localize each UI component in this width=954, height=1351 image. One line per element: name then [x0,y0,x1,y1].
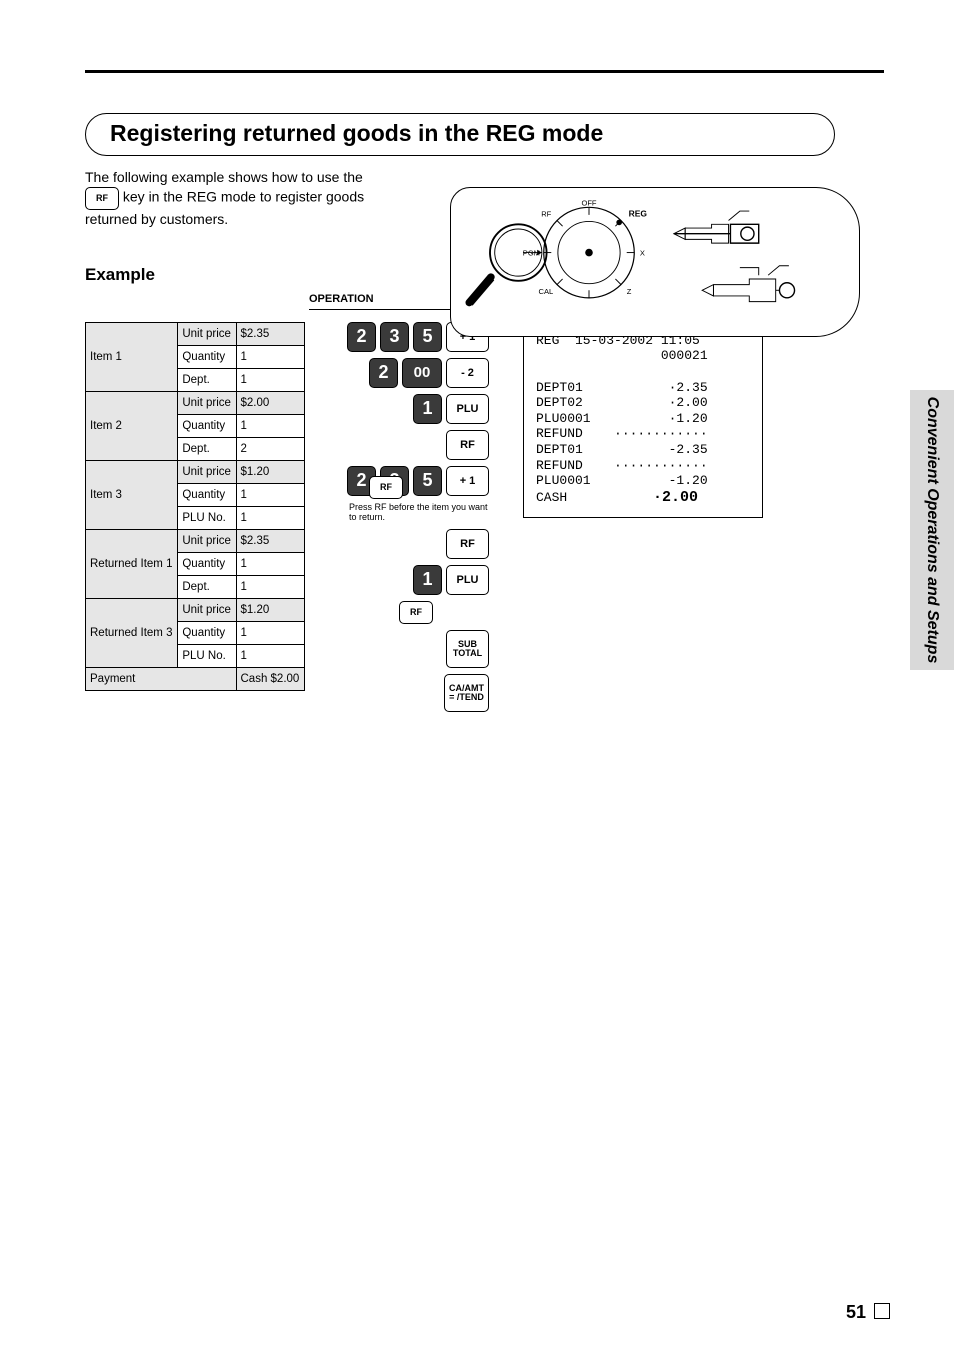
subtotal-key: SUB TOTAL [446,630,489,668]
cell-k: Quantity [178,345,236,368]
intro-text: The following example shows how to use t… [85,168,385,229]
svg-text:Z: Z [627,287,632,296]
cell-payment-v: Cash $2.00 [236,667,305,690]
cell-v: 1 [236,345,305,368]
cell-k: Unit price [178,322,236,345]
group-return3: Returned Item 3 [86,598,178,667]
page-marker-icon [874,1303,890,1319]
cell-k: Quantity [178,414,236,437]
cell-k: PLU No. [178,644,236,667]
receipt-line: PLU0001 -1.20 [536,473,708,488]
cell-v: 1 [236,368,305,391]
cell-v: $2.35 [236,529,305,552]
sample-data-table: Item 1 Unit price$2.35 Quantity1 Dept.1 … [85,322,305,691]
rf-key-inline: RF [85,187,119,210]
rf-key-small: RF [399,601,433,624]
cell-v: $2.00 [236,391,305,414]
receipt-line: DEPT01 -2.35 [536,442,708,457]
page-title: Registering returned goods in the REG mo… [85,113,835,156]
num-key: 5 [413,322,442,352]
svg-text:X: X [640,248,645,257]
page-number-value: 51 [846,1302,866,1322]
plu-key: PLU [446,565,489,595]
dept-key: + 1 [446,466,489,496]
cell-k: Quantity [178,552,236,575]
receipt-line: DEPT02 ·2.00 [536,395,708,410]
cell-v: $1.20 [236,460,305,483]
dept-key: - 2 [446,358,489,388]
group-item3: Item 3 [86,460,178,529]
receipt-line: REFUND ············ [536,426,708,441]
plu-key: PLU [446,394,489,424]
num-key: 1 [413,394,442,424]
svg-text:OFF: OFF [581,198,596,207]
num-key-00: 00 [402,358,442,388]
cell-k: Dept. [178,575,236,598]
cell-v: 2 [236,437,305,460]
svg-text:PGM: PGM [523,248,540,257]
group-item2: Item 2 [86,391,178,460]
cell-v: 1 [236,552,305,575]
cell-v: 1 [236,575,305,598]
cell-k: Unit price [178,529,236,552]
side-tab-label: Convenient Operations and Setups [923,397,941,664]
cell-k: Unit price [178,598,236,621]
num-key: 2 [347,322,376,352]
ca-amt-tend-key: CA/AMT = /TEND [444,674,489,712]
num-key: 2 [369,358,398,388]
rf-key-small: RF [369,476,403,499]
rf-key: RF [446,529,489,559]
svg-text:RF: RF [541,210,551,219]
cell-k: Unit price [178,460,236,483]
receipt-line: 000021 [536,348,708,363]
svg-text:CAL: CAL [539,287,554,296]
side-tab: Convenient Operations and Setups [910,390,954,670]
receipt-line: DEPT01 ·2.35 [536,380,708,395]
cell-v: 1 [236,483,305,506]
receipt-line: REFUND ············ [536,458,708,473]
receipt-total: ·2.00 [653,489,698,506]
note-text: Press RF before the item you want to ret… [349,502,489,522]
cell-k: Unit price [178,391,236,414]
top-rule [85,70,884,73]
cell-v: 1 [236,621,305,644]
receipt-line: PLU0001 ·1.20 [536,411,708,426]
cell-k: Dept. [178,368,236,391]
receipt-printout: REG 15-03-2002 11:05 000021 DEPT01 ·2.35… [523,322,763,518]
intro-part1: The following example shows how to use t… [85,169,363,185]
cell-k: Quantity [178,621,236,644]
cell-payment-k: Payment [86,667,237,690]
svg-text:REG: REG [629,209,648,219]
receipt-line: CASH [536,490,653,505]
cell-v: 1 [236,506,305,529]
cell-k: Dept. [178,437,236,460]
cell-v: $2.35 [236,322,305,345]
rf-key: RF [446,430,489,460]
group-item1: Item 1 [86,322,178,391]
page-number: 51 [846,1302,890,1323]
cell-v: $1.20 [236,598,305,621]
num-key: 5 [413,466,442,496]
num-key: 1 [413,565,442,595]
key-sequence: 2 3 5 + 1 2 00 - 2 1 PLU RF 2 3 5 + 1 [339,322,489,718]
operation-header: OPERATION [309,293,374,305]
cell-k: PLU No. [178,506,236,529]
cell-k: Quantity [178,483,236,506]
intro-part2: key in the REG mode to register goods re… [85,188,364,227]
num-key: 3 [380,322,409,352]
cell-v: 1 [236,644,305,667]
mode-dial-illustration: OFF REG X Z RF PGM CAL [450,187,860,337]
group-return1: Returned Item 1 [86,529,178,598]
cell-v: 1 [236,414,305,437]
